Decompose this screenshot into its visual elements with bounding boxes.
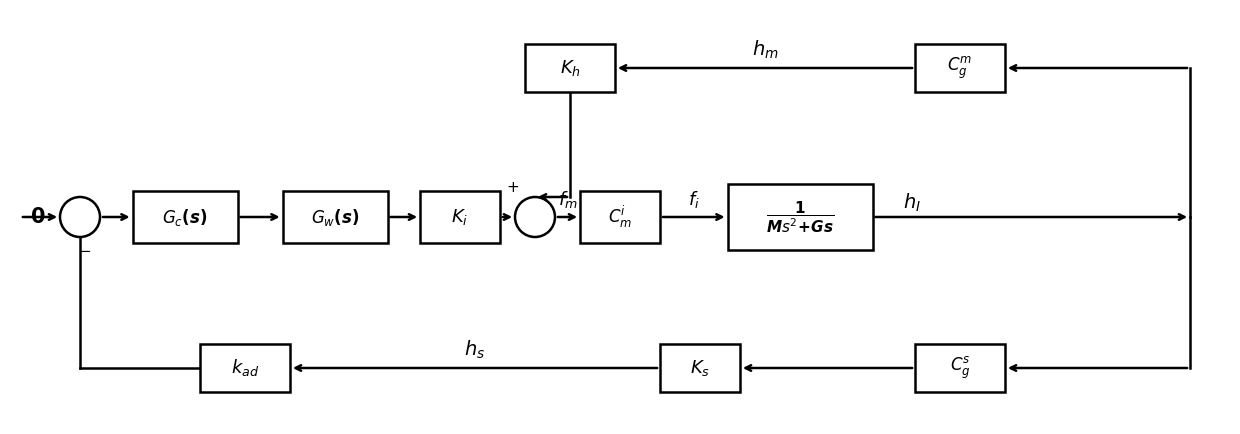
Text: $\boldsymbol{K_h}$: $\boldsymbol{K_h}$ [559,58,580,78]
Text: $\boldsymbol{h_m}$: $\boldsymbol{h_m}$ [751,39,779,61]
Text: $-$: $-$ [78,241,92,256]
Bar [728,184,873,250]
Bar [283,191,387,243]
Text: $\boldsymbol{K_i}$: $\boldsymbol{K_i}$ [451,207,469,227]
Bar [420,191,500,243]
Bar [200,344,290,392]
Text: $\boldsymbol{G_c(s)}$: $\boldsymbol{G_c(s)}$ [162,207,207,227]
Text: $\boldsymbol{f_m}$: $\boldsymbol{f_m}$ [558,188,578,210]
Text: $\boldsymbol{C_g^m}$: $\boldsymbol{C_g^m}$ [947,55,972,81]
Bar [915,344,1004,392]
Text: $\boldsymbol{C_m^i}$: $\boldsymbol{C_m^i}$ [608,204,632,230]
Text: $\boldsymbol{k_{ad}}$: $\boldsymbol{k_{ad}}$ [231,358,259,378]
Bar [525,44,615,92]
Bar [660,344,740,392]
Text: $\boldsymbol{G_w(s)}$: $\boldsymbol{G_w(s)}$ [311,207,360,227]
Text: $\boldsymbol{h_s}$: $\boldsymbol{h_s}$ [465,339,486,361]
Text: $\boldsymbol{f_i}$: $\boldsymbol{f_i}$ [688,188,699,210]
Text: $\boldsymbol{K_s}$: $\boldsymbol{K_s}$ [689,358,711,378]
Text: $+$: $+$ [506,180,520,194]
Bar [580,191,660,243]
Text: $\boldsymbol{C_g^s}$: $\boldsymbol{C_g^s}$ [950,355,971,381]
Text: $\mathbf{0}$: $\mathbf{0}$ [30,207,46,227]
Text: $\dfrac{\mathbf{1}}{\boldsymbol{Ms^2\!+\!Gs}}$: $\dfrac{\mathbf{1}}{\boldsymbol{Ms^2\!+\… [766,199,835,235]
Bar [915,44,1004,92]
Text: $\boldsymbol{h_I}$: $\boldsymbol{h_I}$ [904,192,921,214]
Bar [133,191,238,243]
